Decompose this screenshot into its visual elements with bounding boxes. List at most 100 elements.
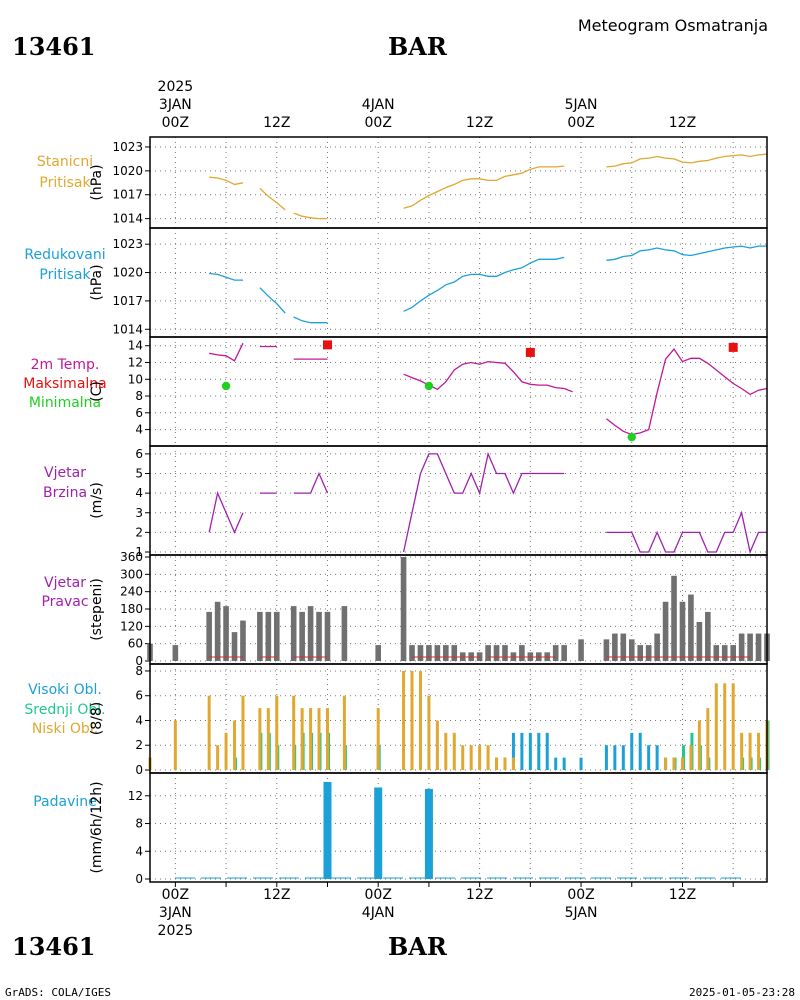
cloud-low-bar [689,745,693,770]
y-axis-label: (stepeni) [89,578,105,641]
y-tick-label: 14 [128,339,143,353]
station-id-top: 13461 [12,32,96,61]
panel-label-line: Vjetar [44,575,86,591]
y-tick-label: 360 [120,550,143,564]
y-tick-label: 1014 [112,322,143,336]
y-tick-label: 6 [135,406,143,420]
time-axis-group: 2025 3JAN 00Z 12Z 4JAN 00Z 12Z 5JAN 00Z 12Z 00Z 3JA… [158,79,734,939]
time-label-bottom: 12Z [263,887,290,903]
series-line [293,471,329,494]
y-tick-label: 8 [135,389,143,403]
cloud-low-bar [309,708,313,770]
y-tick-label: 1020 [112,164,143,178]
cloud-low-bar [402,670,406,770]
cloud-low-bar [427,695,431,770]
y-tick-label: 12 [128,789,143,803]
station-name-bottom: BAR [388,932,448,961]
wind-dir-bar [662,601,669,661]
series-line [209,272,243,281]
panels-group: StanicniPritisak(hPa)1014101710201023Red… [23,136,770,886]
y-axis-label: (hPa) [89,164,105,200]
y-tick-label: 8 [135,664,143,678]
wind-dir-bar [620,633,627,661]
wind-dir-bar [755,633,762,661]
y-tick-label: 4 [135,844,143,858]
y-tick-label: 0 [135,872,143,886]
cloud-low-bar [706,708,710,770]
time-label-top: 12Z [263,115,290,131]
cloud-low-bar [173,720,177,770]
wind-dir-bar [400,557,407,661]
cloud-low-bar [511,757,515,770]
cloud-low-bar [740,732,744,770]
cloud-high-bar [613,745,617,770]
wind-dir-bar [552,645,559,661]
panel-label-line: Padavine [33,794,97,810]
time-label-bottom: 5JAN [565,905,598,921]
wind-dir-bar [730,645,736,661]
cloud-low-bar [452,732,456,770]
wind-dir-bar [561,645,567,661]
time-label-top: 2025 [158,79,194,95]
cloud-low-bar [469,745,473,770]
wind-dir-bar [519,645,525,661]
wind-dir-bar [713,645,720,661]
wind-dir-bar [451,645,458,661]
time-label-bottom: 2025 [158,923,194,939]
series-line [606,510,767,555]
cloud-low-bar [731,683,735,770]
y-tick-label: 1014 [112,212,143,226]
y-tick-label: 2 [135,738,143,752]
wind-dir-bar [637,645,644,661]
panel-frame [149,445,768,556]
y-tick-label: 1023 [112,140,143,154]
wind-dir-bar [578,639,584,661]
cloud-low-bar [435,720,439,770]
wind-dir-bar [341,606,348,661]
y-tick-label: 6 [135,689,143,703]
time-label-top: 00Z [365,115,392,131]
precip-bar [424,788,433,879]
series-line [605,348,768,436]
panel-label-line: Vjetar [44,465,86,481]
panel-label-line: 2m Temp. [31,357,100,373]
cloud-low-bar [418,670,422,770]
panel-label-line: Brzina [43,485,87,501]
panel-label-line: Redukovani [24,247,105,263]
time-label-top: 12Z [466,115,493,131]
time-label-top: 3JAN [159,97,192,113]
y-tick-label: 4 [135,423,143,437]
time-label-top: 5JAN [565,97,598,113]
cloud-high-bar [638,732,642,770]
time-label-bottom: 00Z [162,887,189,903]
footer-timestamp: 2025-01-05-23:28 [689,986,795,999]
time-label-bottom: 4JAN [362,905,395,921]
time-label-top: 00Z [162,115,189,131]
cloud-low-bar [664,757,668,770]
footer-credit: GrADS: COLA/IGES [5,986,111,999]
time-label-top: 4JAN [362,97,395,113]
wind-dir-bar [603,639,610,661]
cloud-high-bar [554,757,558,770]
series-line [259,287,286,314]
time-label-bottom: 12Z [466,887,493,903]
y-axis-label: (8/8) [89,702,105,735]
cloud-low-bar [292,695,296,770]
cloud-low-bar [224,732,228,770]
cloud-low-bar [300,708,304,770]
time-label-bottom: 00Z [365,887,392,903]
wind-dir-bar [375,645,382,661]
y-tick-label: 5 [135,467,143,481]
wind-dir-bar [257,611,263,661]
cloud-low-bar [325,708,329,770]
series-line [606,153,768,168]
wind-dir-bar [688,594,694,661]
series-line [209,342,244,362]
wind-dir-bar [434,645,441,661]
tmin-marker [627,432,636,442]
panel-label-line: Minimalna [29,395,101,411]
wind-dir-bar [231,632,238,661]
cloud-low-bar [410,670,414,770]
cloud-high-bar [647,745,651,770]
